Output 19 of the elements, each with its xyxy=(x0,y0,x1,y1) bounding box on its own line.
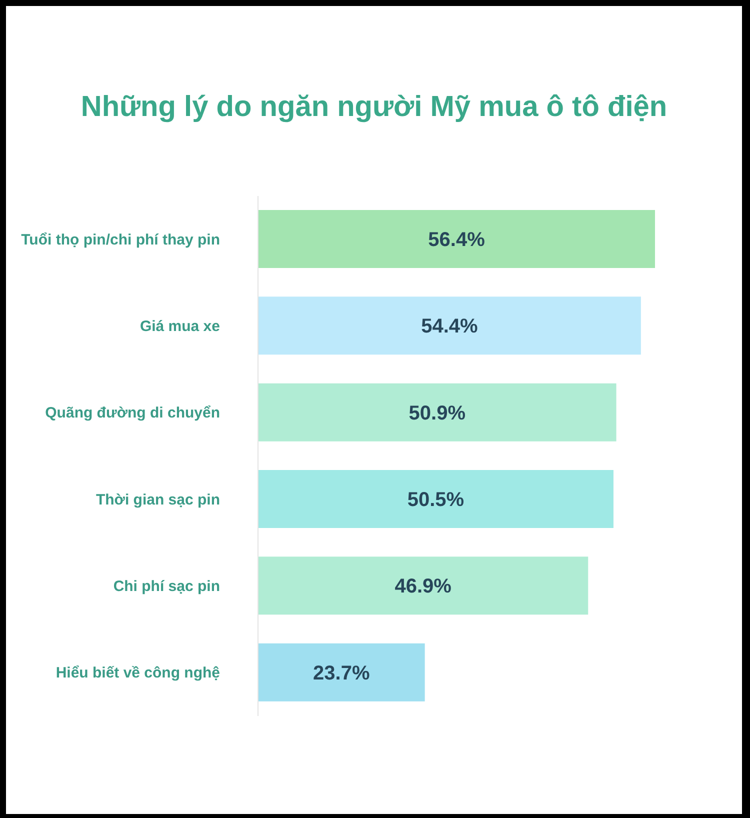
bar xyxy=(258,383,616,442)
bar xyxy=(258,556,588,615)
chart-title: Những lý do ngăn người Mỹ mua ô tô điện xyxy=(80,91,668,124)
data-label: 56.4% xyxy=(428,229,486,251)
data-label: 46.9% xyxy=(394,576,452,598)
bar xyxy=(258,643,425,702)
y-tick-label: Chi phí sạc pin xyxy=(113,578,220,595)
data-label: 50.5% xyxy=(407,489,464,511)
y-tick-label: Tuổi thọ pin/chi phí thay pin xyxy=(21,231,220,248)
bar xyxy=(258,210,655,268)
y-tick-label: Quãng đường di chuyển xyxy=(45,404,220,422)
data-label: 23.7% xyxy=(313,662,370,684)
data-label: 54.4% xyxy=(421,316,478,338)
bar xyxy=(258,470,614,528)
bar xyxy=(258,296,641,355)
data-label: 50.9% xyxy=(408,402,466,424)
y-tick-label: Giá mua xe xyxy=(140,318,220,335)
y-tick-label: Hiểu biết về công nghệ xyxy=(56,664,220,682)
y-tick-label: Thời gian sạc pin xyxy=(96,491,220,508)
